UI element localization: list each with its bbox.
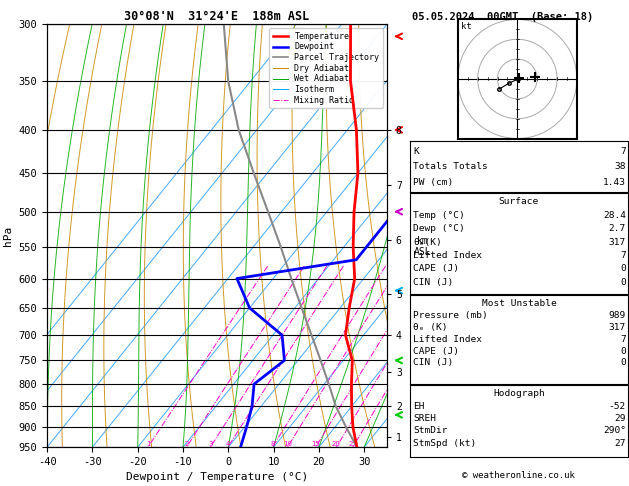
Text: 7: 7 [620,335,626,344]
Text: Dewp (°C): Dewp (°C) [413,224,465,233]
Text: Hodograph: Hodograph [493,389,545,399]
Text: 317: 317 [609,323,626,332]
Title: 30°08'N  31°24'E  188m ASL: 30°08'N 31°24'E 188m ASL [125,10,309,23]
Text: 0: 0 [620,264,626,274]
Text: 38: 38 [615,162,626,171]
Text: EH: EH [413,401,425,411]
Text: Pressure (mb): Pressure (mb) [413,311,488,320]
Text: 0: 0 [620,347,626,356]
Text: kt: kt [461,22,472,32]
Text: 290°: 290° [603,426,626,435]
Text: 28.4: 28.4 [603,211,626,220]
Legend: Temperature, Dewpoint, Parcel Trajectory, Dry Adiabat, Wet Adiabat, Isotherm, Mi: Temperature, Dewpoint, Parcel Trajectory… [269,29,382,108]
Text: Totals Totals: Totals Totals [413,162,488,171]
Text: 7: 7 [620,147,626,156]
Text: Lifted Index: Lifted Index [413,335,482,344]
Text: © weatheronline.co.uk: © weatheronline.co.uk [462,471,576,480]
Text: 4: 4 [226,441,230,447]
Text: 2.7: 2.7 [609,224,626,233]
Text: SREH: SREH [413,414,437,423]
Text: CAPE (J): CAPE (J) [413,347,459,356]
Text: Temp (°C): Temp (°C) [413,211,465,220]
Text: 989: 989 [609,311,626,320]
Text: 317: 317 [609,238,626,246]
Text: K: K [413,147,419,156]
Text: Most Unstable: Most Unstable [482,299,556,309]
Text: θₑ(K): θₑ(K) [413,238,442,246]
Text: 3: 3 [208,441,213,447]
Text: StmDir: StmDir [413,426,448,435]
Text: CIN (J): CIN (J) [413,358,454,367]
Text: 8: 8 [270,441,275,447]
X-axis label: Dewpoint / Temperature (°C): Dewpoint / Temperature (°C) [126,472,308,483]
Text: Surface: Surface [499,197,539,207]
Text: 27: 27 [615,438,626,448]
Y-axis label: hPa: hPa [3,226,13,246]
Text: CAPE (J): CAPE (J) [413,264,459,274]
Text: StmSpd (kt): StmSpd (kt) [413,438,477,448]
Text: 1: 1 [146,441,150,447]
Text: -52: -52 [609,401,626,411]
Text: 7: 7 [620,251,626,260]
Y-axis label: km
ASL: km ASL [414,236,431,257]
Text: 2: 2 [184,441,189,447]
Text: 15: 15 [311,441,320,447]
Text: 1.43: 1.43 [603,178,626,187]
Text: 25: 25 [348,441,357,447]
Text: θₑ (K): θₑ (K) [413,323,448,332]
Text: 05.05.2024  00GMT  (Base: 18): 05.05.2024 00GMT (Base: 18) [412,12,593,22]
Text: PW (cm): PW (cm) [413,178,454,187]
Text: 0: 0 [620,278,626,287]
Text: 20: 20 [332,441,341,447]
Text: 10: 10 [283,441,292,447]
Text: 0: 0 [620,358,626,367]
Text: Lifted Index: Lifted Index [413,251,482,260]
Text: 29: 29 [615,414,626,423]
Text: CIN (J): CIN (J) [413,278,454,287]
